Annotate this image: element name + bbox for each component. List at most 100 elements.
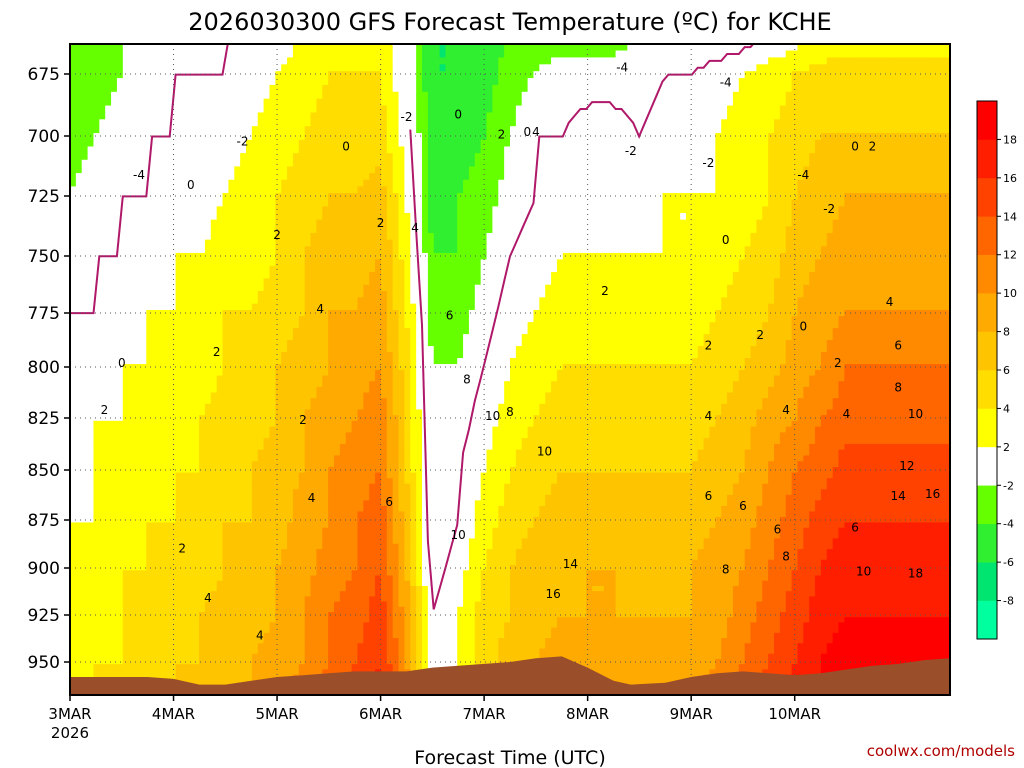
heat-cell <box>674 78 681 86</box>
heat-cell <box>633 57 640 65</box>
heat-cell <box>246 84 253 93</box>
heat-cell <box>304 44 312 52</box>
heat-cell <box>762 186 769 194</box>
heat-cell <box>128 105 136 114</box>
heat-cell <box>99 64 106 72</box>
heat-cell <box>216 133 224 141</box>
heat-cell <box>433 84 441 93</box>
heat-cell <box>621 166 628 174</box>
heat-cell <box>856 64 863 72</box>
heat-cell <box>633 78 640 86</box>
heat-cell <box>345 193 353 201</box>
heat-cell <box>422 44 429 52</box>
heat-cell <box>932 219 939 227</box>
heat-cell <box>263 64 271 72</box>
heat-cell <box>504 105 511 114</box>
heat-cell <box>533 239 540 247</box>
heat-cell <box>251 78 259 86</box>
heat-cell <box>598 91 605 100</box>
heat-cell <box>498 246 505 254</box>
heat-cell <box>738 186 746 194</box>
heat-cell <box>480 153 488 161</box>
heat-cell <box>867 71 875 79</box>
heat-cell <box>357 105 364 114</box>
heat-cell <box>175 173 183 181</box>
heat-cell <box>457 166 464 174</box>
heat-cell <box>158 166 165 174</box>
heat-cell <box>486 179 493 187</box>
heat-cell <box>908 119 916 127</box>
heat-cell <box>298 50 306 59</box>
heat-cell <box>668 159 675 168</box>
heat-cell <box>158 239 165 247</box>
heat-cell <box>738 213 746 221</box>
heat-cell <box>334 246 341 254</box>
heat-cell <box>885 159 892 168</box>
heat-cell <box>779 219 787 227</box>
heat-cell <box>668 98 675 107</box>
heat-cell <box>856 139 863 148</box>
heat-cell <box>844 219 851 227</box>
heat-cell <box>908 64 916 72</box>
heat-cell <box>586 133 593 141</box>
heat-cell <box>732 193 740 201</box>
heat-cell <box>451 166 458 174</box>
heat-cell <box>644 91 652 100</box>
heat-cell <box>838 84 845 93</box>
heat-cell <box>111 179 118 187</box>
heat-cell <box>844 226 851 234</box>
heat-cell <box>281 133 288 141</box>
heat-cell <box>486 50 493 59</box>
heat-cell <box>451 146 458 154</box>
heat-cell <box>310 139 317 148</box>
heat-cell <box>287 206 294 214</box>
heat-cell <box>351 64 359 72</box>
heat-cell <box>380 78 388 86</box>
heat-cell <box>750 98 757 107</box>
heat-cell <box>75 232 83 241</box>
heat-cell <box>410 252 417 261</box>
heat-cell <box>856 173 863 181</box>
heat-cell <box>891 50 898 59</box>
heat-cell <box>199 213 206 221</box>
heat-cell <box>938 126 945 134</box>
heat-cell <box>216 126 224 134</box>
heat-cell <box>304 173 312 181</box>
heat-cell <box>398 239 405 247</box>
heat-cell <box>680 166 687 174</box>
heat-cell <box>920 246 928 254</box>
heat-cell <box>175 166 183 174</box>
heat-cell <box>199 173 206 181</box>
heat-cell <box>140 159 147 168</box>
heat-cell <box>81 146 89 154</box>
heat-cell <box>844 112 851 120</box>
heat-cell <box>410 98 417 107</box>
heat-cell <box>545 173 552 181</box>
heat-cell <box>199 166 206 174</box>
heat-cell <box>427 232 435 241</box>
heat-cell <box>932 199 939 207</box>
heat-cell <box>87 91 95 100</box>
heat-cell <box>633 112 640 120</box>
heat-cell <box>334 173 341 181</box>
heat-cell <box>316 166 323 174</box>
heat-cell <box>686 133 693 141</box>
heat-cell <box>70 139 77 148</box>
heat-cell <box>838 119 845 127</box>
heat-cell <box>498 219 505 227</box>
heat-cell <box>903 98 910 107</box>
heat-cell <box>568 139 576 148</box>
heat-cell <box>533 226 540 234</box>
heat-cell <box>228 91 235 100</box>
heat-cell <box>862 133 869 141</box>
heat-cell <box>862 112 869 120</box>
heat-cell <box>762 146 769 154</box>
heat-cell <box>246 146 253 154</box>
heat-cell <box>867 219 875 227</box>
heat-cell <box>134 146 141 154</box>
heat-cell <box>598 179 605 187</box>
heat-cell <box>175 146 183 154</box>
heat-cell <box>398 44 405 52</box>
heat-cell <box>193 173 200 181</box>
heat-cell <box>457 146 464 154</box>
